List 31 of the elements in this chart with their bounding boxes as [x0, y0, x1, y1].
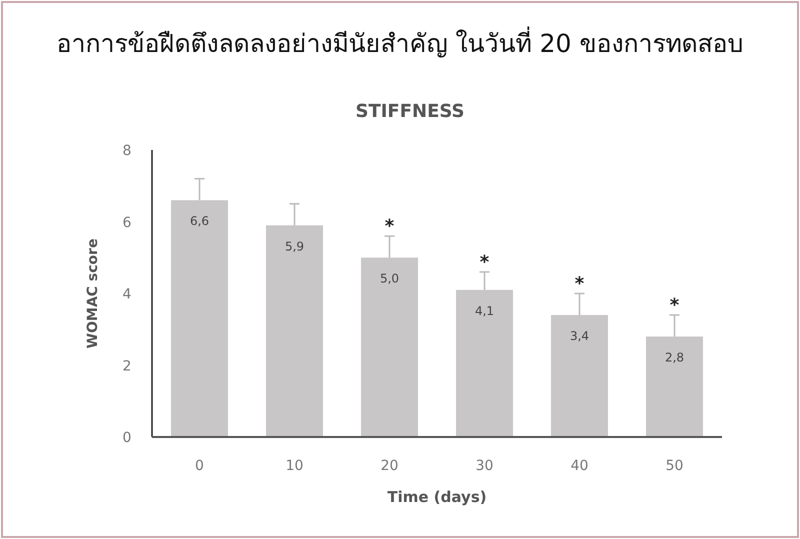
bar — [266, 225, 323, 437]
y-tick-label: 8 — [122, 143, 132, 159]
bar — [456, 290, 513, 437]
annotation: * — [384, 216, 395, 238]
data-label: 6,6 — [190, 214, 210, 228]
bar — [551, 315, 608, 437]
chart-title: อาการข้อฝืดตึงลดลงอย่างมีนัยสำคัญ ในวันที่ 20 ของการทดสอบ — [56, 26, 744, 58]
chart-subtitle: STIFFNESS — [355, 101, 465, 122]
y-tick-label: 4 — [122, 286, 132, 302]
bar — [361, 258, 418, 437]
x-axis-title: Time (days) — [387, 488, 487, 506]
annotation: * — [670, 295, 680, 316]
bar — [646, 336, 703, 437]
bar — [171, 200, 228, 437]
x-tick-label: 50 — [666, 458, 684, 474]
annotation: * — [480, 252, 490, 273]
data-label: 5,0 — [380, 272, 400, 286]
y-tick-label: 2 — [122, 358, 132, 374]
y-tick-label: 0 — [122, 430, 132, 446]
data-label: 4,1 — [474, 304, 494, 318]
data-label: 5,9 — [284, 239, 304, 254]
y-axis-title: WOMAC score — [85, 238, 101, 348]
y-tick-label: 6 — [122, 214, 132, 231]
data-label: 3,4 — [570, 329, 590, 344]
x-tick-label: 20 — [380, 458, 398, 474]
data-label: 2,8 — [664, 350, 684, 365]
annotation: * — [574, 274, 585, 294]
x-tick-label: 10 — [286, 458, 304, 474]
x-tick-label: 0 — [195, 458, 204, 474]
x-tick-label: 30 — [476, 458, 494, 474]
x-tick-label: 40 — [570, 458, 588, 474]
